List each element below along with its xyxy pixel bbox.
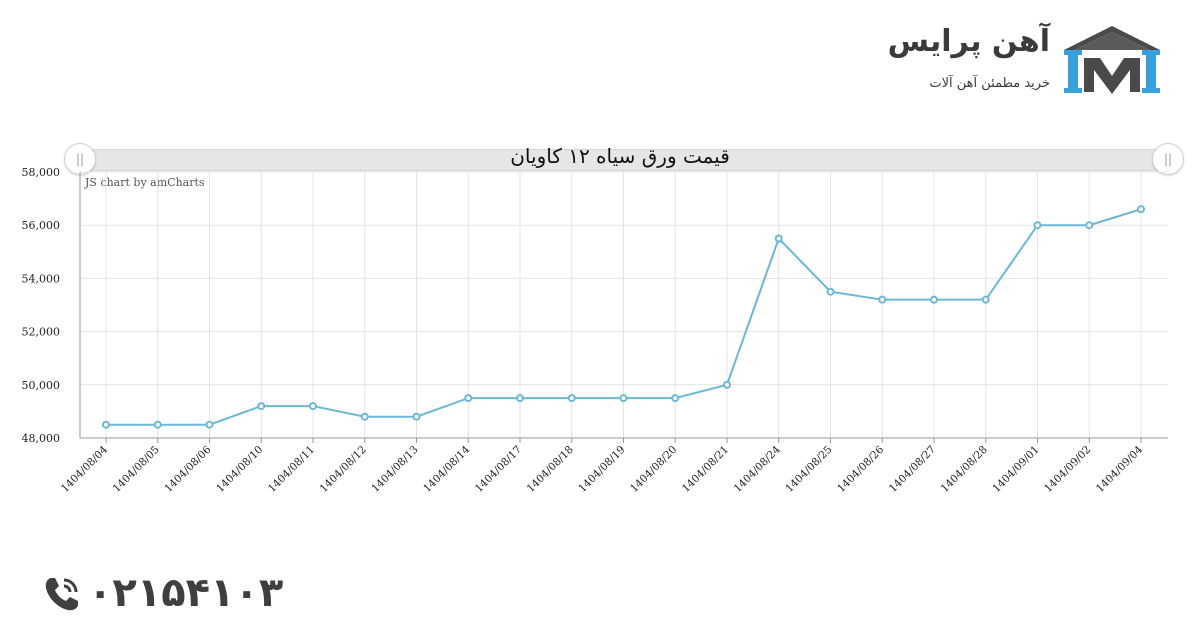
data-point (464, 394, 473, 403)
data-point (567, 394, 576, 403)
data-point (981, 295, 990, 304)
x-tick-label: 1404/08/27 (887, 444, 938, 495)
x-tick-label: 1404/08/14 (421, 443, 473, 495)
data-point (360, 412, 369, 421)
x-tick-label: 1404/08/10 (214, 444, 265, 495)
x-tick-label: 1404/08/25 (783, 444, 834, 495)
brand-tagline: خرید مطمئن آهن آلات (929, 76, 1050, 91)
data-point (1137, 205, 1145, 214)
data-point (619, 394, 628, 403)
brand-logo: آهن پرایس خرید مطمئن آهن آلات (888, 18, 1164, 108)
y-tick-label: 56,000 (22, 219, 61, 232)
x-tick-label: 1404/08/12 (318, 444, 369, 495)
data-point (102, 420, 110, 429)
phone-icon (45, 578, 78, 611)
y-tick-label: 54,000 (22, 272, 61, 285)
x-tick-label: 1404/08/26 (835, 443, 887, 495)
data-point (1085, 221, 1094, 230)
data-point (878, 295, 887, 304)
data-point (826, 287, 835, 296)
x-tick-label: 1404/08/21 (680, 444, 731, 495)
x-tick-label: 1404/08/11 (266, 444, 317, 495)
x-tick-label: 1404/08/20 (628, 444, 679, 495)
data-point (1033, 221, 1042, 230)
phone-number: ۰۲۱۵۴۱۰۳ (88, 570, 284, 616)
x-tick-label: 1404/08/05 (111, 444, 162, 495)
scrollbar-right-handle[interactable]: || (1152, 143, 1184, 175)
x-tick-label: 1404/08/13 (369, 444, 420, 495)
chart-plot-area: 48,000 50,000 52,000 54,000 56,000 58,000 1404… (22, 166, 1168, 495)
x-tick-label: 1404/09/04 (1094, 443, 1146, 495)
data-point (153, 420, 162, 429)
x-tick-label: 1404/09/02 (1042, 444, 1093, 495)
data-point (412, 412, 421, 421)
chart-title: قیمت ورق سیاه ۱۲ کاویان (510, 144, 730, 168)
x-tick-label: 1404/09/01 (990, 444, 1041, 495)
chart-credit: JS chart by amCharts (85, 176, 205, 189)
data-point (671, 394, 680, 403)
data-point (930, 295, 938, 304)
x-tick-label: 1404/08/06 (162, 443, 214, 495)
logo-icon (1064, 26, 1160, 94)
data-point (309, 402, 317, 411)
x-tick-label: 1404/08/17 (473, 444, 524, 495)
x-tick-label: 1404/08/24 (732, 443, 784, 495)
data-point (774, 234, 783, 243)
data-point (516, 394, 524, 403)
x-tick-label: 1404/08/18 (525, 444, 576, 495)
y-tick-label: 48,000 (22, 432, 61, 445)
data-point (257, 402, 266, 411)
y-tick-label: 52,000 (22, 326, 61, 339)
brand-name: آهن پرایس (887, 24, 1050, 59)
x-tick-label: 1404/08/04 (59, 443, 111, 495)
data-point (205, 420, 214, 429)
y-tick-label: 58,000 (22, 166, 61, 179)
data-point (723, 380, 731, 389)
contact-phone[interactable]: ۰۲۱۵۴۱۰۳ (42, 570, 342, 620)
x-tick-label: 1404/08/28 (939, 444, 990, 495)
y-tick-label: 50,000 (22, 379, 61, 392)
x-tick-label: 1404/08/19 (576, 444, 627, 495)
price-chart: قیمت ورق سیاه ۱۲ کاویان || || JS chart b… (0, 140, 1200, 500)
